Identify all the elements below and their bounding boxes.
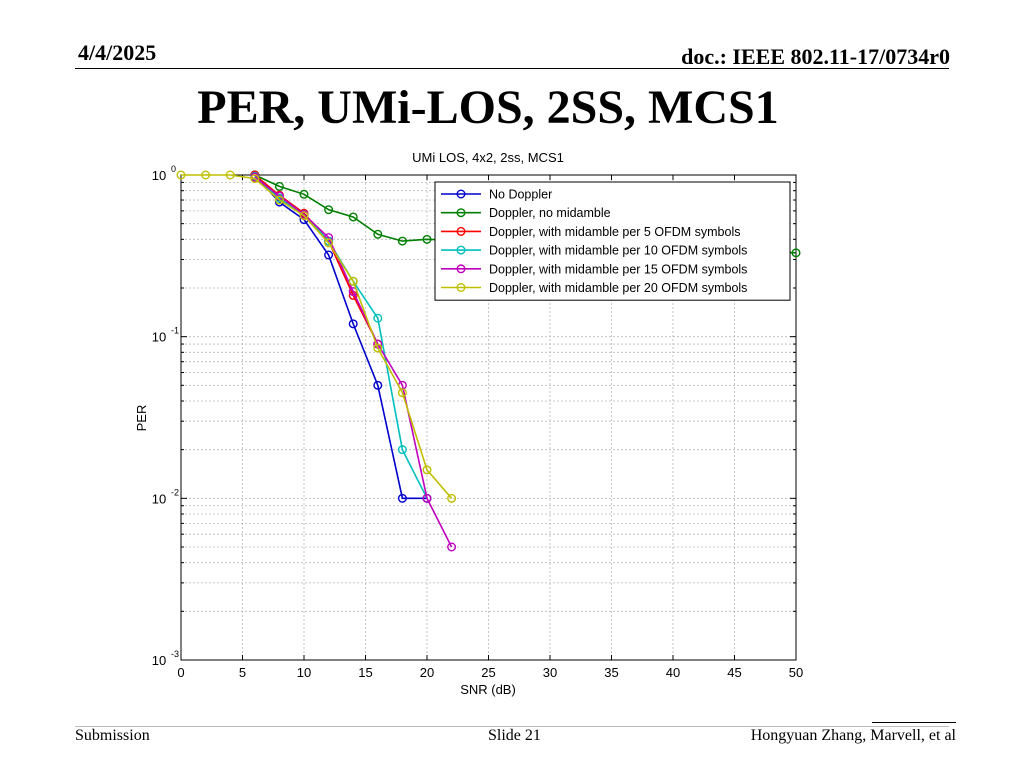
legend-entry: Doppler, with midamble per 10 OFDM symbo… (489, 244, 747, 258)
per-chart: 0 5 10 15 20 25 30 35 40 45 50 10 0 10 -1 10 -2 10 -3 No D… (120, 140, 820, 700)
chart-legend: No Doppler Doppler, no midamble Doppler, w… (434, 181, 791, 301)
series-5-point (447, 542, 457, 552)
header-date: 4/4/2025 (78, 40, 157, 65)
legend-entry: Doppler, with midamble per 20 OFDM symbo… (489, 281, 747, 295)
x-axis-label: SNR (dB) (460, 682, 516, 697)
y-tick-label: 10 (152, 491, 166, 506)
chart-title: UMi LOS, 4x2, 2ss, MCS1 (412, 150, 564, 165)
series-6-point (447, 493, 457, 503)
header-doc-id: doc.: IEEE 802.11-17/0734r0 (681, 44, 950, 69)
y-tick-exponent: 0 (171, 164, 176, 174)
legend-entry: Doppler, no midamble (489, 206, 611, 220)
legend-swatch-marker (456, 264, 466, 274)
x-tick-label: 50 (789, 665, 803, 680)
series-4-point (397, 445, 407, 455)
y-tick-exponent: -2 (171, 487, 179, 497)
legend-entry: No Doppler (489, 188, 552, 202)
legend-swatch-marker (456, 245, 466, 255)
series-2-point (791, 248, 801, 258)
footer-rule-accent (872, 722, 956, 723)
x-tick-label: 10 (297, 665, 311, 680)
series-2-point (373, 229, 383, 239)
series-6-point (324, 238, 334, 248)
footer-slide-number: Slide 21 (488, 727, 541, 744)
x-tick-label: 15 (358, 665, 372, 680)
y-tick-label: 10 (152, 653, 166, 668)
series-2-point (299, 189, 309, 199)
series-6-point (373, 343, 383, 353)
series-2-point (348, 212, 358, 222)
legend-swatch-marker (456, 226, 466, 236)
series-6-point (397, 388, 407, 398)
series-1-point (348, 319, 358, 329)
series-line-2 (254, 174, 797, 254)
series-6-point (299, 211, 309, 221)
series-6-point (348, 276, 358, 286)
y-tick-exponent: -1 (171, 326, 179, 336)
series-6-point (274, 195, 284, 205)
series-2-point (422, 234, 432, 244)
x-tick-label: 35 (604, 665, 618, 680)
x-tick-label: 20 (420, 665, 434, 680)
header-rule (75, 68, 949, 69)
chart-series (176, 170, 801, 552)
legend-swatch-marker (456, 282, 466, 292)
series-4-point (373, 313, 383, 323)
series-6-point (201, 170, 211, 180)
legend-entry: Doppler, with midamble per 5 OFDM symbol… (489, 225, 740, 239)
series-6-point (176, 170, 186, 180)
legend-swatch-marker (456, 208, 466, 218)
footer-submission: Submission (75, 727, 150, 744)
series-6-point (250, 174, 260, 184)
footer-rule (75, 726, 949, 727)
series-line-5 (254, 176, 453, 548)
series-line-1 (254, 174, 427, 500)
series-2-point (324, 205, 334, 215)
series-2-point (274, 181, 284, 191)
footer-author: Hongyuan Zhang, Marvell, et al (750, 727, 956, 744)
legend-box (434, 181, 791, 301)
series-6-point (422, 465, 432, 475)
x-tick-label: 40 (666, 665, 680, 680)
x-tick-label: 25 (481, 665, 495, 680)
y-tick-label: 10 (152, 168, 166, 183)
x-tick-label: 0 (177, 665, 184, 680)
x-tick-label: 30 (543, 665, 557, 680)
y-tick-exponent: -3 (171, 649, 179, 659)
series-1-point (324, 250, 334, 260)
y-axis-label: PER (134, 405, 149, 432)
series-5-point (422, 493, 432, 503)
series-2-point (397, 236, 407, 246)
series-6-point (225, 170, 235, 180)
legend-swatch-marker (456, 189, 466, 199)
x-tick-label: 5 (239, 665, 246, 680)
slide-title: PER, UMi-LOS, 2SS, MCS1 (197, 81, 779, 134)
series-1-point (397, 493, 407, 503)
series-1-point (373, 380, 383, 390)
legend-entry: Doppler, with midamble per 15 OFDM symbo… (489, 262, 747, 276)
y-tick-label: 10 (152, 330, 166, 345)
x-tick-label: 45 (727, 665, 741, 680)
